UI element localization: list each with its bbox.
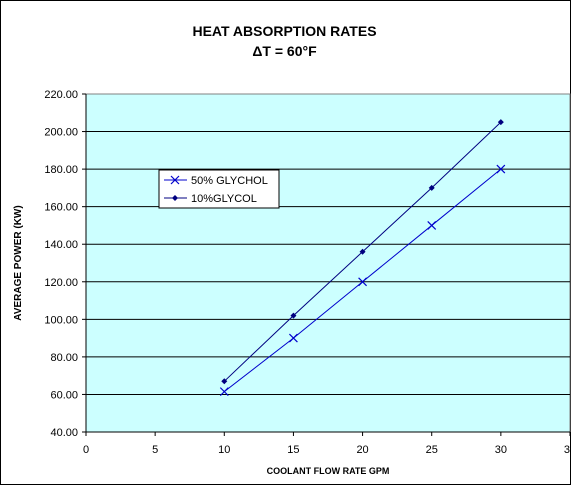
data-point xyxy=(359,248,366,255)
data-point xyxy=(358,277,367,287)
x-tick-label: 15 xyxy=(287,444,299,456)
plot-area xyxy=(85,93,571,433)
y-tick-label: 180.00 xyxy=(44,164,78,176)
x-tick-label: 0 xyxy=(83,444,89,456)
x-tick-label: 25 xyxy=(426,444,438,456)
data-point xyxy=(497,119,504,126)
data-point xyxy=(172,195,178,201)
legend: 50% GLYCHOL 10%GLYCOL xyxy=(158,169,280,209)
data-point xyxy=(428,184,435,191)
chart-subtitle: ΔT = 60°F xyxy=(252,43,317,59)
series-layer xyxy=(219,119,506,397)
data-point xyxy=(170,175,180,185)
series-2 xyxy=(221,119,504,385)
y-tick-label: 40.00 xyxy=(50,427,78,439)
x-tick-label: 30 xyxy=(495,444,507,456)
x-tick-label: 5 xyxy=(152,444,158,456)
axes: 40.00 60.00 80.00 100.00 120.00 140.00 160.00 1… xyxy=(44,89,571,456)
y-tick-label: 100.00 xyxy=(44,314,78,326)
x-tick-label: 35 xyxy=(564,444,571,456)
data-point xyxy=(427,221,437,230)
data-point xyxy=(221,378,228,385)
y-tick-label: 80.00 xyxy=(50,352,78,364)
y-tick-label: 120.00 xyxy=(44,277,78,289)
y-tick-label: 220.00 xyxy=(44,89,78,101)
data-point xyxy=(289,333,298,343)
legend-item-2: 10%GLYCOL xyxy=(164,193,257,205)
legend-item-1: 50% GLYCHOL xyxy=(164,175,268,187)
y-tick-label: 200.00 xyxy=(44,127,78,139)
y-tick-label: 140.00 xyxy=(44,239,78,251)
y-tick-label: 60.00 xyxy=(50,389,78,401)
series-1 xyxy=(219,164,506,397)
x-tick-label: 20 xyxy=(356,444,368,456)
y-axis-label: AVERAGE POWER (KW) xyxy=(13,205,24,320)
chart-title: HEAT ABSORPTION RATES xyxy=(192,23,377,39)
x-axis-label: COOLANT FLOW RATE GPM xyxy=(267,466,390,476)
legend-label: 10%GLYCOL xyxy=(191,193,257,205)
x-tick-label: 10 xyxy=(218,444,230,456)
data-point xyxy=(219,387,229,397)
legend-label: 50% GLYCHOL xyxy=(191,175,268,187)
data-point xyxy=(290,312,297,319)
y-tick-label: 160.00 xyxy=(44,202,78,214)
data-point xyxy=(496,164,506,174)
